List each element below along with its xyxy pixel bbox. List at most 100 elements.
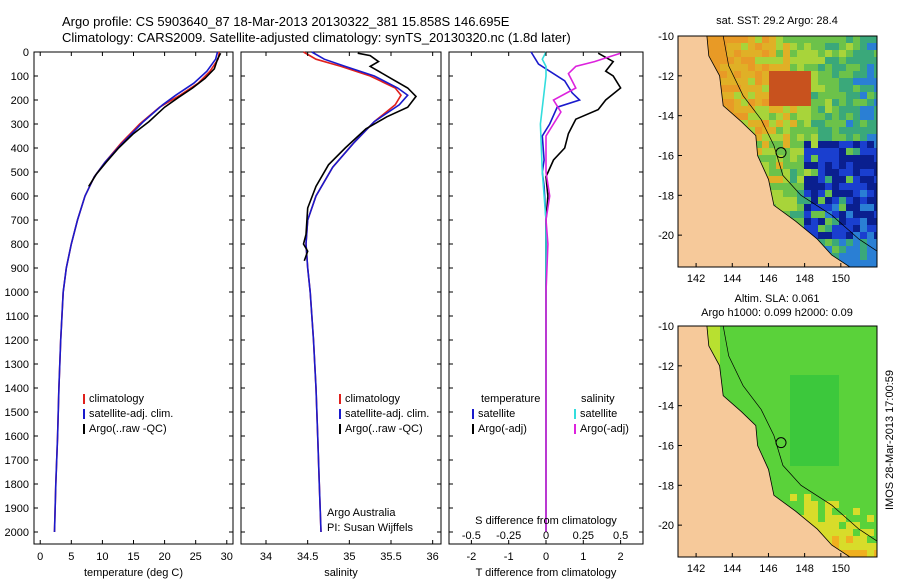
map-group-map-sst <box>677 35 878 268</box>
map-x-tick-label: 146 <box>759 563 777 575</box>
map-cell <box>748 85 755 92</box>
map-cell <box>832 543 839 550</box>
map-cell <box>832 148 839 155</box>
map-cell <box>832 85 839 92</box>
map-cell <box>825 99 832 106</box>
map-cell <box>776 190 783 197</box>
map-cell <box>839 99 846 106</box>
map-cell <box>846 396 853 403</box>
map-cell <box>783 382 790 389</box>
map-cell <box>874 389 877 396</box>
map-cell <box>811 354 818 361</box>
map-cell <box>825 106 832 113</box>
map-cell <box>748 50 755 57</box>
map-cell <box>818 480 825 487</box>
map-cell <box>741 368 748 375</box>
map-cell <box>846 452 853 459</box>
map-cell <box>874 410 877 417</box>
y-tick-label: 400 <box>11 143 29 155</box>
map-cell <box>727 43 734 50</box>
map-cell <box>776 466 783 473</box>
map-cell <box>790 134 797 141</box>
map-cell <box>853 162 860 169</box>
map-cell <box>804 389 811 396</box>
map-cell <box>853 508 860 515</box>
map-cell <box>853 340 860 347</box>
map-cell <box>818 106 825 113</box>
map-cell <box>790 190 797 197</box>
map-cell <box>776 71 783 78</box>
map-cell <box>748 113 755 120</box>
map-cell <box>811 410 818 417</box>
map-cell <box>839 176 846 183</box>
diff-legend-sal-label: Argo(-adj) <box>580 423 629 435</box>
temp-legend-label: Argo(..raw -QC) <box>89 423 167 435</box>
map-cell <box>874 218 877 225</box>
map-cell <box>769 50 776 57</box>
map-cell <box>804 466 811 473</box>
map-cell <box>832 473 839 480</box>
map-cell <box>783 389 790 396</box>
map-cell <box>797 57 804 64</box>
map-cell <box>741 85 748 92</box>
map-cell <box>874 141 877 148</box>
map-cell <box>874 480 877 487</box>
map-cell <box>727 333 734 340</box>
map-group-map-sla <box>677 325 878 558</box>
map-cell <box>769 361 776 368</box>
map-cell <box>790 403 797 410</box>
map-cell <box>825 354 832 361</box>
map-cell <box>790 368 797 375</box>
map-cell <box>832 445 839 452</box>
map-cell <box>839 536 846 543</box>
map-cell <box>818 396 825 403</box>
map-cell <box>762 410 769 417</box>
map-cell <box>741 57 748 64</box>
map-cell <box>832 536 839 543</box>
map-cell <box>790 148 797 155</box>
map-cell <box>748 71 755 78</box>
map-cell <box>867 246 874 253</box>
map-cell <box>734 326 741 333</box>
sal-legend-label: climatology <box>345 393 401 405</box>
map-cell <box>853 326 860 333</box>
climatology-subtitle: Climatology: CARS2009. Satellite-adjuste… <box>62 30 571 45</box>
map-cell <box>755 148 762 155</box>
map-cell <box>818 389 825 396</box>
map-cell <box>867 424 874 431</box>
diff-top-tick-label: -0.5 <box>462 530 481 542</box>
map-cell <box>832 515 839 522</box>
map-cell <box>818 473 825 480</box>
map-cell <box>804 368 811 375</box>
map-cell <box>811 106 818 113</box>
map-cell <box>874 204 877 211</box>
map-cell <box>860 176 867 183</box>
map-cell <box>853 43 860 50</box>
map-cell <box>804 211 811 218</box>
map-cell <box>839 326 846 333</box>
map-cell <box>839 225 846 232</box>
map-cell <box>853 487 860 494</box>
map-cell <box>874 424 877 431</box>
map-cell <box>818 78 825 85</box>
map-cell <box>874 396 877 403</box>
map-cell <box>727 99 734 106</box>
map-cell <box>769 382 776 389</box>
map-cell <box>797 169 804 176</box>
map-cell <box>797 403 804 410</box>
map-cell <box>797 113 804 120</box>
map-cell <box>832 246 839 253</box>
map-cell <box>811 459 818 466</box>
map-cell <box>874 85 877 92</box>
map-cell <box>867 487 874 494</box>
map-cell <box>839 487 846 494</box>
map-cell <box>804 326 811 333</box>
map-cell <box>839 148 846 155</box>
map-cell <box>706 43 713 50</box>
map-cell <box>811 487 818 494</box>
y-tick-label: 1800 <box>5 479 29 491</box>
map-cell <box>769 78 776 85</box>
map-cell <box>811 382 818 389</box>
temp-legend-label: climatology <box>89 393 145 405</box>
map-cell <box>853 536 860 543</box>
